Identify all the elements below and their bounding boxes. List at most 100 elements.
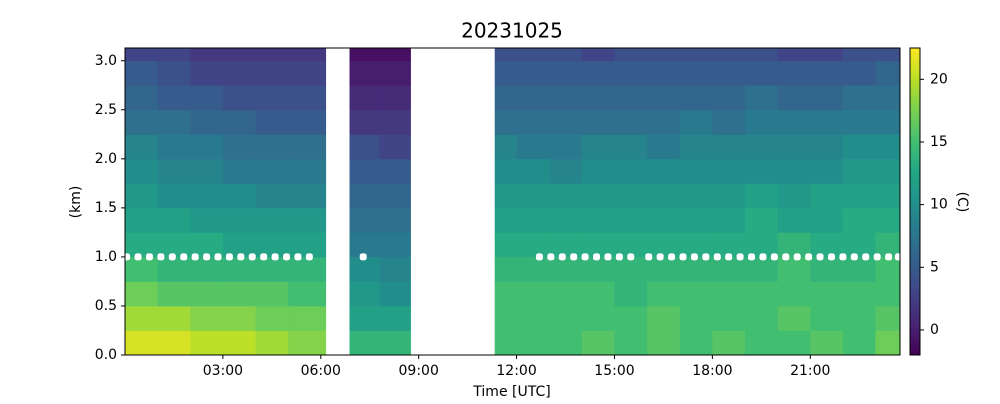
heat-cell xyxy=(288,183,327,209)
heat-cell xyxy=(875,134,901,160)
colorbar-segment xyxy=(910,99,920,103)
y-tick-label: 2.0 xyxy=(95,151,117,167)
heat-cell xyxy=(875,109,901,135)
colorbar-segment xyxy=(910,247,920,251)
marker xyxy=(805,253,813,261)
heat-cell xyxy=(842,256,876,282)
marker xyxy=(668,253,676,261)
colorbar-segment xyxy=(910,173,920,177)
x-tick-label: 21:00 xyxy=(790,363,830,379)
y-tick-label: 0.5 xyxy=(95,298,117,314)
colorbar-segment xyxy=(910,262,920,266)
heat-cell xyxy=(549,281,583,307)
colorbar-segment xyxy=(910,145,920,149)
heat-cell xyxy=(516,48,550,62)
marker xyxy=(713,253,721,261)
heat-cell xyxy=(349,158,380,184)
colorbar-segment xyxy=(910,352,920,356)
colorbar-segment xyxy=(910,337,920,341)
colorbar-segment xyxy=(910,324,920,328)
heat-cell xyxy=(379,330,411,356)
heat-cell xyxy=(745,85,779,111)
heat-cell xyxy=(157,109,191,135)
colorbar-segment xyxy=(910,155,920,159)
heat-cell xyxy=(349,183,380,209)
colorbar-segment xyxy=(910,165,920,169)
heat-cell xyxy=(288,330,327,356)
colorbar-segment xyxy=(910,73,920,77)
heat-cell xyxy=(190,281,224,307)
colorbar-segment xyxy=(910,326,920,330)
colorbar-segment xyxy=(910,311,920,315)
colorbar-segment xyxy=(910,293,920,297)
heat-cell xyxy=(581,281,615,307)
heat-cell xyxy=(745,305,779,331)
heat-cell xyxy=(494,60,517,86)
colorbar-segment xyxy=(910,214,920,218)
heat-cell xyxy=(255,305,289,331)
heat-cell xyxy=(349,48,380,62)
heat-cell xyxy=(777,48,811,62)
colorbar-segment xyxy=(910,288,920,292)
heat-cell xyxy=(125,134,159,160)
x-tick-label: 12:00 xyxy=(496,363,536,379)
heat-cell xyxy=(255,281,289,307)
marker xyxy=(180,253,188,261)
colorbar-segment xyxy=(910,232,920,236)
heat-cell xyxy=(581,60,615,86)
colorbar-segment xyxy=(910,211,920,215)
marker xyxy=(558,253,566,261)
heat-cell xyxy=(349,134,380,160)
colorbar-segment xyxy=(910,296,920,300)
heat-cell xyxy=(157,232,191,258)
marker xyxy=(547,253,555,261)
heat-cell xyxy=(712,232,746,258)
heat-cell xyxy=(810,330,844,356)
heat-cell xyxy=(494,134,517,160)
marker xyxy=(145,253,153,261)
heat-cell xyxy=(875,60,901,86)
colorbar-segment xyxy=(910,314,920,318)
colorbar-segment xyxy=(910,181,920,185)
colorbar-segment xyxy=(910,158,920,162)
heat-cell xyxy=(842,207,876,233)
heat-cell xyxy=(494,48,517,62)
colorbar-tick-label: 5 xyxy=(930,259,939,275)
chart-title: 20231025 xyxy=(461,19,563,43)
heat-cell xyxy=(875,158,901,184)
heat-cell xyxy=(255,232,289,258)
colorbar-segment xyxy=(910,283,920,287)
marker xyxy=(702,253,710,261)
heat-cell xyxy=(494,281,517,307)
heat-cell xyxy=(712,48,746,62)
x-axis-label: Time [UTC] xyxy=(472,384,550,400)
colorbar-segment xyxy=(910,193,920,197)
heat-cell xyxy=(494,158,517,184)
heat-cell xyxy=(549,207,583,233)
plot-frame xyxy=(124,47,901,356)
heat-cell xyxy=(222,158,256,184)
heat-cell xyxy=(125,232,159,258)
heat-cell xyxy=(549,85,583,111)
heat-cell xyxy=(679,305,713,331)
marker xyxy=(283,253,291,261)
heat-cell xyxy=(745,256,779,282)
heat-cell xyxy=(125,183,159,209)
heat-cell xyxy=(255,85,289,111)
heat-cell xyxy=(190,158,224,184)
heat-cell xyxy=(647,256,681,282)
heat-cell xyxy=(614,158,648,184)
heat-cell xyxy=(712,256,746,282)
heat-cell xyxy=(777,158,811,184)
heat-cell xyxy=(581,330,615,356)
colorbar-segment xyxy=(910,186,920,190)
heat-cell xyxy=(494,256,517,282)
colorbar-segment xyxy=(910,147,920,151)
heat-cell xyxy=(777,281,811,307)
marker xyxy=(237,253,245,261)
marker xyxy=(748,253,756,261)
heat-cell xyxy=(255,183,289,209)
heat-cell xyxy=(349,109,380,135)
colorbar-segment xyxy=(910,65,920,69)
heat-cell xyxy=(516,281,550,307)
